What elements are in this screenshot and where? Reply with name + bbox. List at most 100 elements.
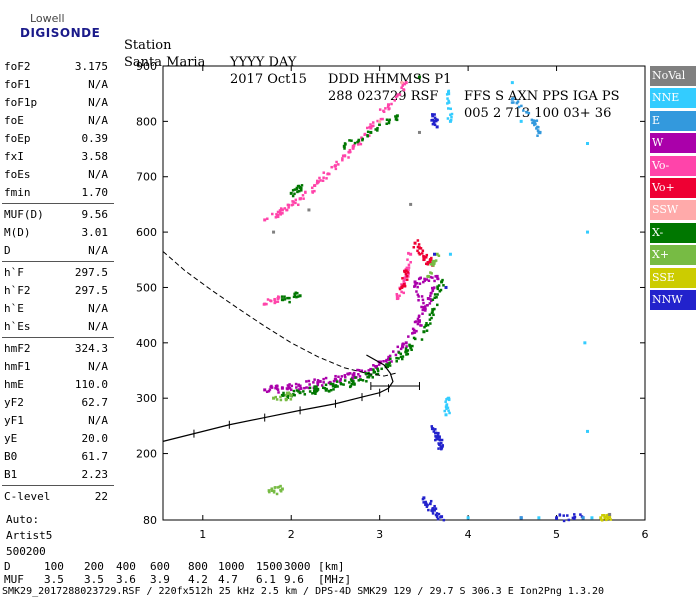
data-point (280, 295, 284, 298)
data-point (424, 307, 427, 311)
data-point (428, 261, 432, 265)
y-tick-label: 300 (136, 392, 157, 405)
data-point (398, 287, 402, 291)
data-point (377, 363, 381, 366)
data-point (396, 93, 400, 96)
data-point (289, 398, 293, 401)
data-point (436, 277, 440, 281)
data-point (442, 518, 446, 522)
data-point (446, 406, 450, 410)
data-point (402, 282, 406, 286)
legend: NoVal NNE E W Vo- Vo+ SSW X- X+ SSE NNW (650, 66, 696, 312)
data-point (394, 115, 397, 118)
data-point (599, 516, 603, 520)
param-row: h`F 297.5 (2, 264, 108, 282)
data-point (322, 381, 325, 384)
data-point (262, 303, 266, 306)
data-point (437, 442, 440, 445)
data-point (332, 379, 336, 383)
data-point (415, 329, 418, 333)
data-point (372, 368, 375, 371)
data-point (430, 316, 433, 320)
data-point (510, 81, 514, 85)
data-point (373, 365, 377, 368)
data-point (515, 101, 519, 105)
data-point (292, 200, 295, 204)
legend-item-x-: X- (650, 222, 696, 243)
data-point (274, 385, 278, 388)
data-point (562, 514, 565, 517)
footer-cell: 3.5 (44, 573, 64, 586)
data-point (343, 147, 346, 150)
data-point (321, 179, 325, 182)
data-point (396, 94, 399, 98)
data-point (296, 295, 300, 298)
data-point (436, 437, 439, 441)
data-point (283, 207, 287, 210)
data-point (445, 398, 448, 401)
data-point (341, 157, 344, 160)
data-point (343, 379, 347, 382)
data-point (429, 322, 432, 325)
footer-cell: 1000 (218, 560, 245, 573)
legend-item-vo-: Vo- (650, 155, 696, 176)
data-point (438, 443, 441, 446)
data-point (397, 351, 401, 354)
data-point (431, 507, 435, 510)
param-row: fmin 1.70 (2, 184, 108, 202)
data-point (426, 261, 430, 264)
logo-brand: Lowell (30, 12, 65, 25)
data-point (418, 277, 422, 280)
series-ssw (378, 81, 404, 123)
data-point (357, 138, 361, 142)
param-value: 297.5 (74, 266, 108, 279)
data-point (433, 252, 437, 256)
param-value: 3.58 (81, 150, 109, 163)
data-point (276, 210, 280, 214)
data-point (401, 357, 404, 361)
data-point (537, 125, 540, 129)
data-point (442, 284, 445, 287)
data-point (403, 82, 407, 86)
data-point (294, 198, 298, 202)
data-point (424, 500, 427, 504)
data-point (426, 297, 430, 301)
data-point (432, 430, 436, 433)
data-point (586, 230, 590, 234)
data-point (287, 206, 290, 209)
data-point (312, 381, 315, 384)
data-point (432, 259, 435, 263)
data-point (379, 360, 382, 363)
data-point (366, 134, 369, 137)
data-point (406, 258, 409, 261)
data-point (533, 123, 536, 127)
data-point (399, 352, 403, 356)
x-tick-label: 2 (288, 528, 295, 541)
data-point (270, 386, 274, 389)
data-point (295, 389, 299, 392)
data-point (387, 355, 390, 359)
data-point (520, 104, 523, 108)
data-point (343, 154, 347, 158)
data-point (406, 352, 410, 356)
data-point (366, 126, 369, 130)
param-row: hmE 110.0 (2, 376, 108, 394)
data-point (425, 262, 428, 266)
data-point (429, 258, 433, 262)
data-point (449, 107, 452, 111)
data-point (440, 515, 444, 519)
legend-item-vo-: Vo+ (650, 177, 696, 198)
data-point (288, 296, 291, 300)
series-nne (443, 81, 594, 520)
data-point (404, 81, 408, 85)
data-point (268, 388, 272, 391)
data-point (445, 407, 448, 411)
y-tick-label: 800 (136, 115, 157, 128)
data-point (334, 167, 338, 171)
y-tick-label: 400 (136, 337, 157, 350)
param-label: fxI (4, 150, 24, 163)
data-point (329, 388, 333, 392)
data-point (447, 92, 451, 96)
data-point (365, 380, 368, 383)
param-label: foF1p (4, 96, 38, 109)
